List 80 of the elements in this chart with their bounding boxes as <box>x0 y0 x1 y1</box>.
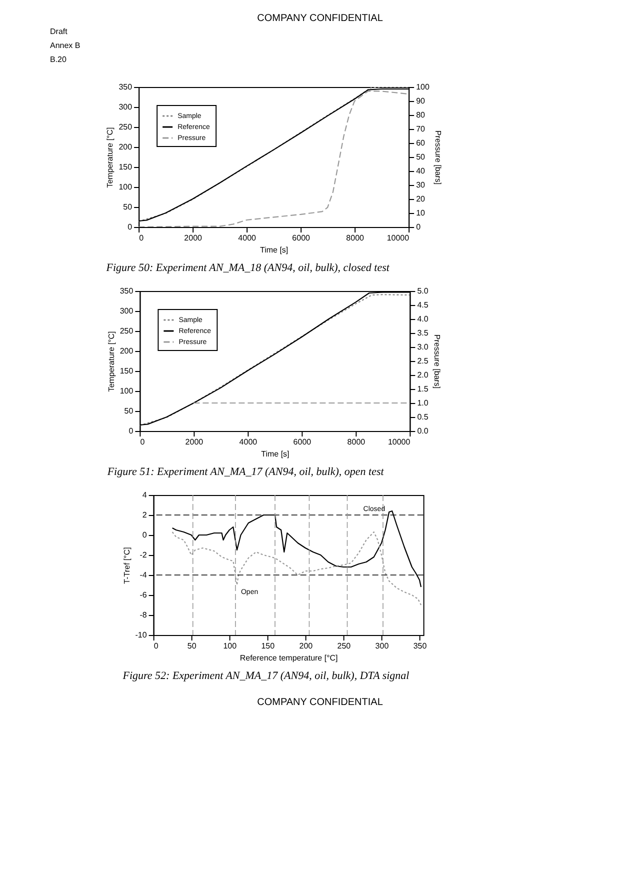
y2-tick-label: 80 <box>416 110 426 120</box>
x-tick-label: 6000 <box>292 234 311 242</box>
y-tick-label: -8 <box>140 610 148 620</box>
x-tick-label: 200 <box>299 642 314 650</box>
x-tick-label: 10000 <box>388 438 411 446</box>
y-tick-label: 250 <box>118 122 133 132</box>
y-tick-label: 200 <box>120 346 134 356</box>
y-tick-label: -2 <box>140 550 148 560</box>
y2-tick-label: 60 <box>416 138 426 148</box>
y-tick-label: 2 <box>142 510 148 520</box>
x-tick-label: 6000 <box>293 438 312 446</box>
x-tick-label: 150 <box>261 642 276 650</box>
x-axis-title: Time [s] <box>261 450 290 458</box>
x-tick-label: 10000 <box>386 234 410 242</box>
text: COMPANY CONFIDENTIAL <box>257 697 384 708</box>
y-tick-label: 0 <box>128 426 134 436</box>
y-axis-title: Temperature [°C] <box>106 127 115 188</box>
y2-tick-label: 30 <box>416 180 426 190</box>
x-tick-label: 4000 <box>238 234 257 242</box>
y2-tick-label: 50 <box>416 152 426 162</box>
x-tick-label: 300 <box>375 642 390 650</box>
y2-tick-label: 0 <box>416 222 422 232</box>
y-tick-label: -4 <box>140 570 148 580</box>
x-tick-label: 8000 <box>347 438 366 446</box>
y-tick-label: 100 <box>118 182 133 192</box>
y2-tick-label: 2.5 <box>417 356 429 366</box>
y-tick-label: 150 <box>120 366 134 376</box>
y2-tick-label: 90 <box>416 96 426 106</box>
y2-tick-label: 4.5 <box>417 300 429 310</box>
text: B.20 <box>50 55 68 64</box>
y-tick-label: 250 <box>120 326 134 336</box>
x-tick-label: 50 <box>187 642 197 650</box>
y2-tick-label: 5.0 <box>417 286 429 296</box>
text: Figure 51: Experiment AN_MA_17 (AN94, oil, bulk), open test <box>106 466 385 478</box>
y-axis-title: T-Tref [°C] <box>122 547 132 584</box>
y-tick-label: 100 <box>120 386 134 396</box>
y2-tick-label: 20 <box>416 194 426 204</box>
y2-tick-label: 40 <box>416 166 426 176</box>
x-tick-label: 2000 <box>185 438 204 446</box>
y2-tick-label: 0.0 <box>417 426 429 436</box>
y-tick-label: 0 <box>128 222 133 232</box>
x-axis-title: Time [s] <box>260 246 288 254</box>
y2-tick-label: 10 <box>416 208 426 218</box>
y-tick-label: 300 <box>118 102 133 112</box>
x-axis-title: Reference temperature [°C] <box>240 654 338 662</box>
y2-tick-label: 1.5 <box>417 384 429 394</box>
x-tick-label: 250 <box>337 642 352 650</box>
y-tick-label: 50 <box>124 406 134 416</box>
y2-tick-label: 4.0 <box>417 314 429 324</box>
y-axis-title: Temperature [°C] <box>106 331 116 392</box>
y2-tick-label: 3.0 <box>417 342 429 352</box>
y-tick-label: -10 <box>135 630 148 640</box>
x-tick-label: 100 <box>223 642 238 650</box>
x-tick-label: 2000 <box>184 234 203 242</box>
y2-tick-label: 3.5 <box>417 328 429 338</box>
y2-axis-title: Pressure [bars] <box>433 130 442 185</box>
text: Draft <box>50 27 68 36</box>
y-tick-label: 50 <box>123 202 133 212</box>
y-tick-label: -6 <box>140 590 148 600</box>
y2-tick-label: 1.0 <box>417 398 429 408</box>
x-tick-label: 0 <box>154 642 159 650</box>
text: Annex B <box>50 41 80 50</box>
y-tick-label: 300 <box>120 306 134 316</box>
text: COMPANY CONFIDENTIAL <box>257 13 384 24</box>
y-tick-label: 4 <box>142 490 148 500</box>
y2-tick-label: 0.5 <box>417 412 429 422</box>
y-tick-label: 200 <box>118 142 133 152</box>
text: Figure 52: Experiment AN_MA_17 (AN94, oil, bulk), DTA signal <box>122 670 410 682</box>
x-tick-label: 4000 <box>239 438 258 446</box>
text: Figure 50: Experiment AN_MA_18 (AN94, oil, bulk), closed test <box>105 262 390 274</box>
y-tick-label: 0 <box>142 530 148 540</box>
y2-axis-title: Pressure [bars] <box>432 334 442 389</box>
x-tick-label: 8000 <box>346 234 365 242</box>
x-tick-label: 350 <box>413 642 428 650</box>
y-tick-label: 350 <box>118 82 133 92</box>
y-tick-label: 150 <box>118 162 133 172</box>
y2-tick-label: 100 <box>416 82 430 92</box>
y2-tick-label: 2.0 <box>417 370 429 380</box>
y2-tick-label: 70 <box>416 124 426 134</box>
y-tick-label: 350 <box>120 286 134 296</box>
